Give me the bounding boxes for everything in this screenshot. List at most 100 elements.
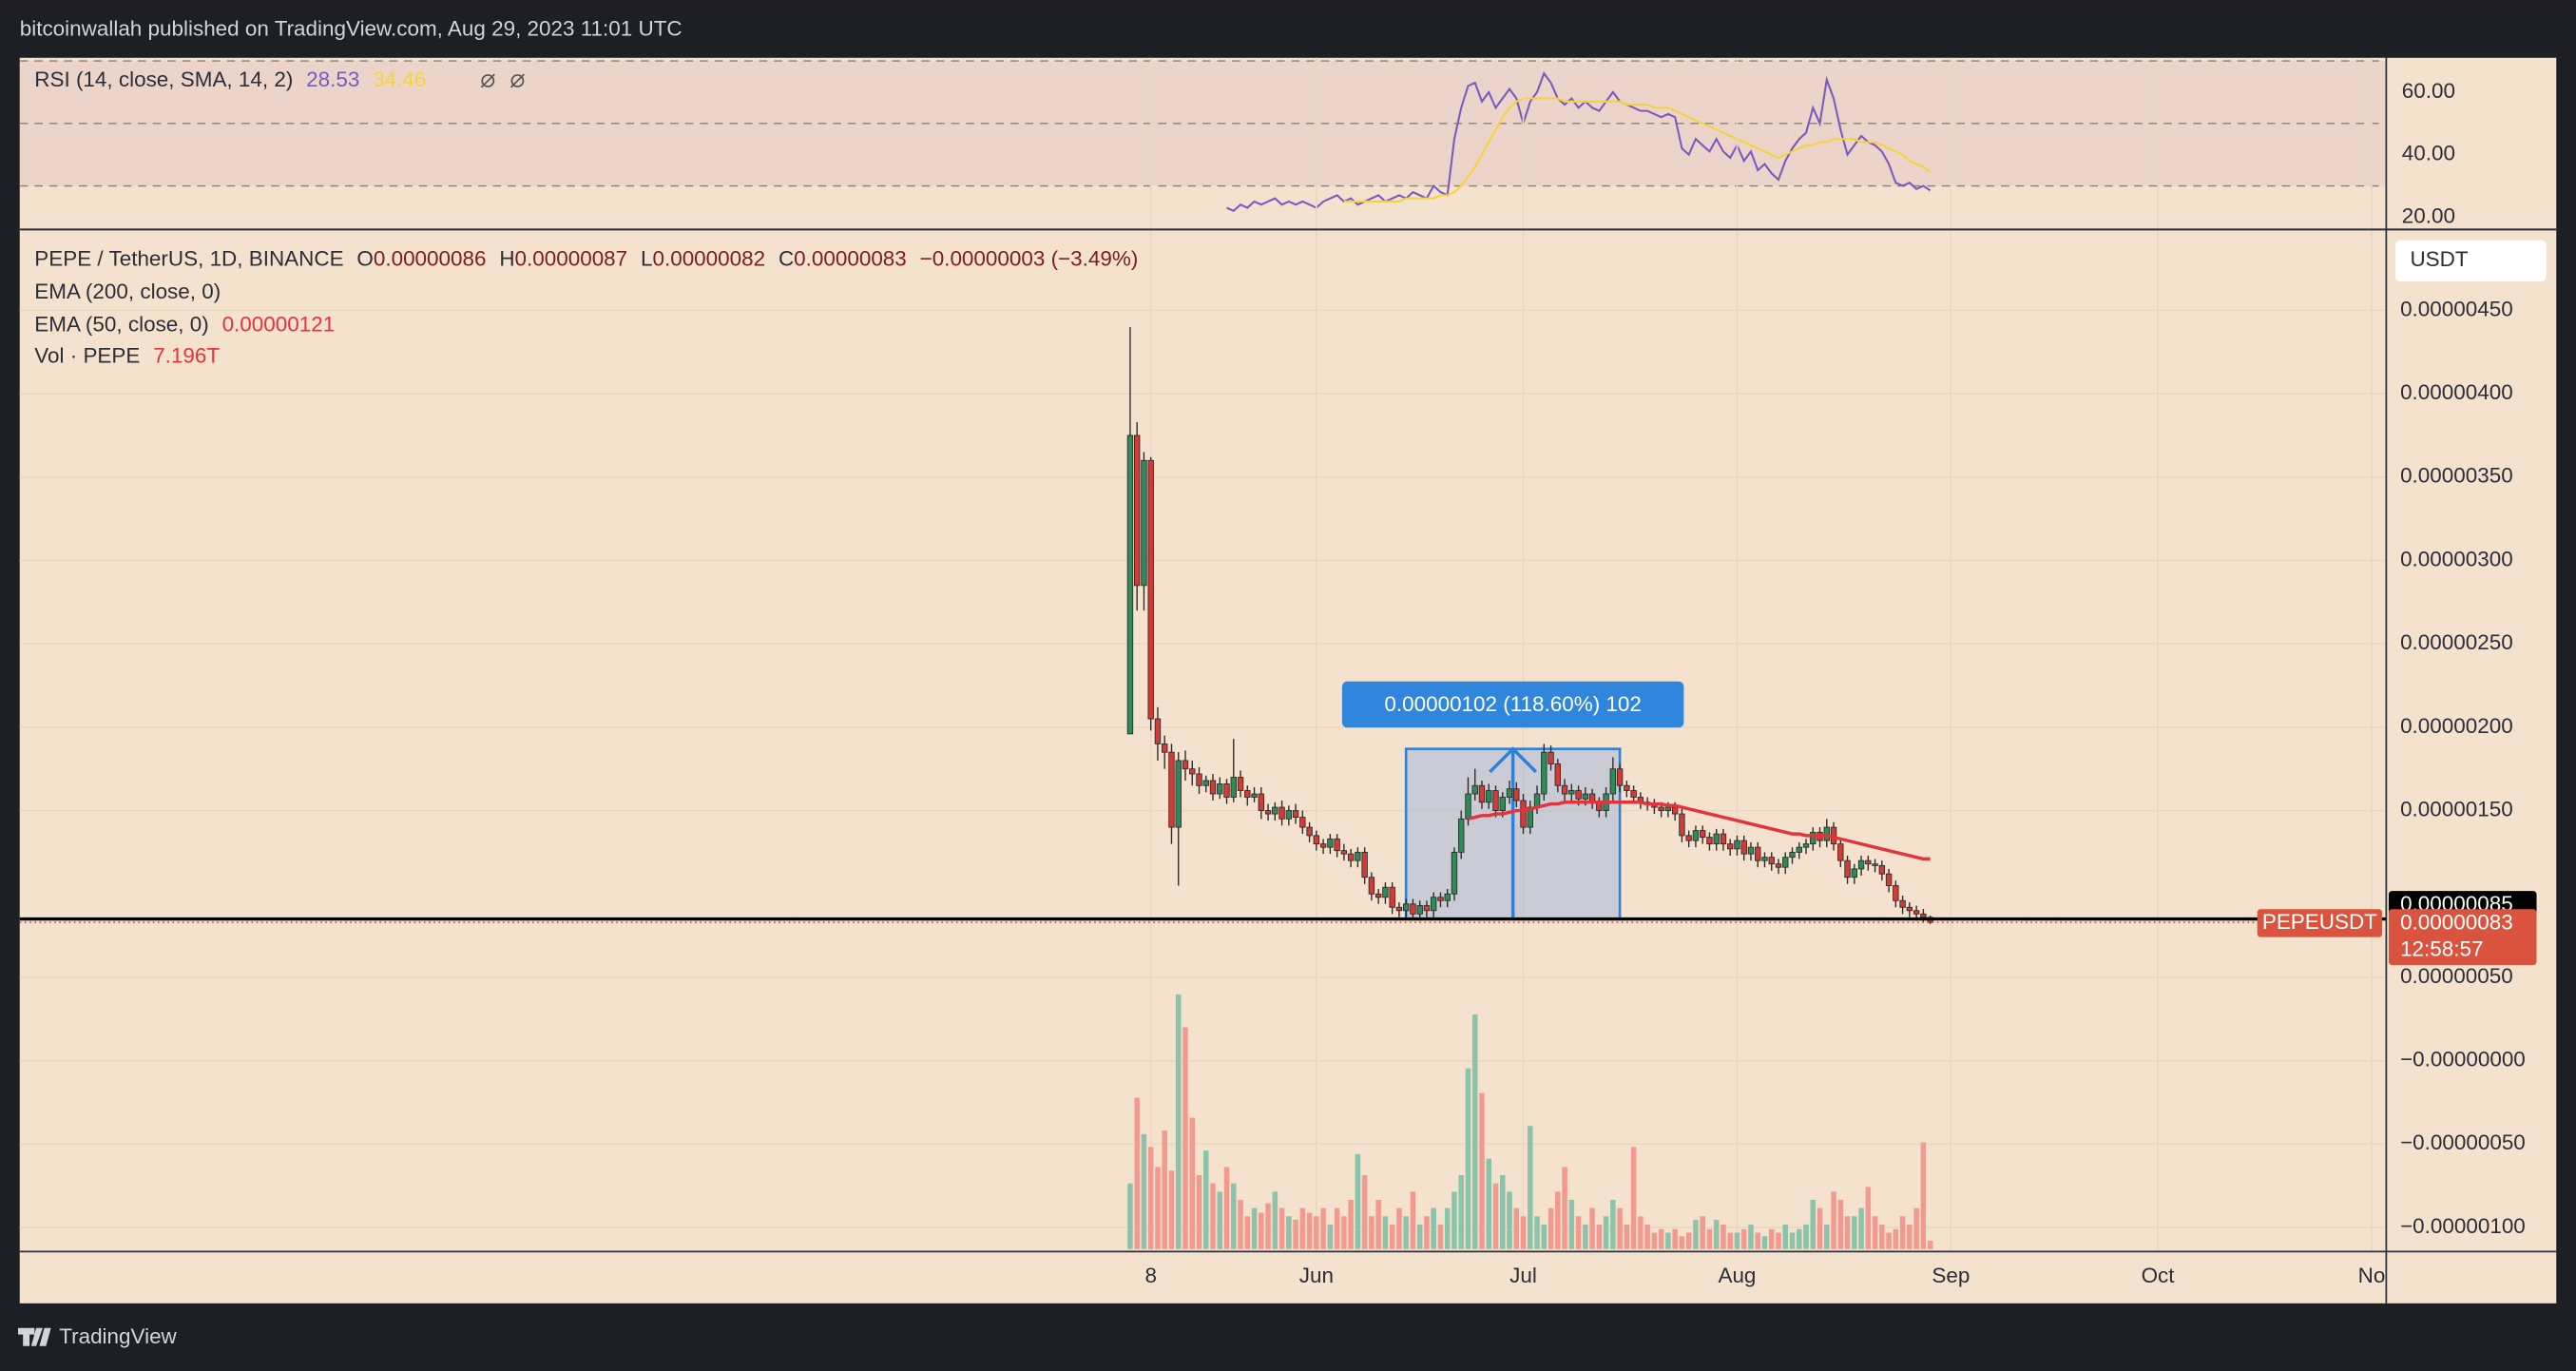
rsi-sma-value: 34.46 [373,68,426,91]
candle-body [1768,857,1775,865]
y-tick-label: 0.00000300 [2400,547,2513,570]
volume-bar [1424,1216,1430,1249]
candle-body [1431,897,1437,912]
volume-bar [1278,1207,1285,1249]
y-tick-label: −0.00000100 [2400,1214,2526,1238]
volume-bar [1437,1224,1444,1249]
candle-body [1486,790,1492,803]
candle-body [1775,863,1782,868]
candle-body [1478,784,1486,803]
candle-body [1685,835,1692,841]
rsi-value: 28.53 [306,68,359,91]
volume-bar [1844,1216,1851,1249]
currency-button[interactable] [2394,240,2547,281]
candle-body [1802,843,1810,848]
volume-bar [1134,1097,1140,1249]
x-tick-label: Oct [2142,1264,2176,1287]
candle-body [1664,806,1672,811]
volume-bar [1748,1224,1754,1249]
candle-body [1327,838,1334,848]
x-tick-label: No [2358,1264,2386,1287]
candle-body [1133,434,1141,587]
ohlc-value: 0.00000087 [515,246,628,270]
candle-body [1382,886,1389,898]
candle-body [1513,788,1520,801]
volume-bar [1416,1224,1423,1249]
volume-bar [1562,1167,1567,1249]
candle-body [1740,840,1747,855]
volume-bar [1410,1191,1416,1249]
volume-bar [1147,1147,1154,1249]
volume-bar [1361,1175,1368,1249]
ohlc-value: 0.00000086 [374,246,487,270]
candle-body [1299,817,1306,828]
currency-label[interactable]: USDT [2410,247,2468,271]
y-tick-label: 0.00000450 [2400,297,2513,320]
volume-bar [1259,1212,1264,1249]
volume-bar [1231,1183,1237,1249]
volume-bar [1899,1216,1906,1249]
candle-body [1272,806,1278,815]
candle-body [1699,830,1706,839]
candle-body [1906,906,1913,912]
candle-body [1624,784,1630,791]
candle-body [1175,760,1182,828]
volume-bar [1251,1207,1258,1249]
candle-body [1437,897,1444,901]
y-tick-label: 0.00000400 [2400,380,2513,404]
ohlc-key: C [779,246,794,270]
candle-body [1230,777,1237,798]
candle-body [1837,843,1844,861]
volume-bar [1824,1224,1830,1249]
candle-body [1520,800,1527,828]
ema50-title: EMA (50, close, 0) [34,312,208,336]
ema50-legend: EMA (50, close, 0) 0.00000121 [34,312,335,336]
volume-bar [1513,1207,1520,1249]
volume-bar [1913,1207,1919,1249]
volume-bar [1852,1216,1857,1249]
candle-body [1395,906,1403,912]
ohlc-value: 0.00000083 [794,246,907,270]
volume-bar [1202,1150,1209,1249]
volume-bar [1548,1207,1554,1249]
candle-body [1658,806,1664,811]
candle-body [1251,793,1258,798]
candle-body [1568,790,1575,795]
ema200-legend: EMA (200, close, 0) [34,280,221,303]
volume-bar [1831,1191,1836,1249]
ohlc-value: 0.00000082 [652,246,765,270]
volume-bar [1624,1224,1630,1249]
candle-body [1823,826,1830,841]
volume-bar [1528,1126,1533,1249]
volume-bar [1872,1216,1878,1249]
candle-body [1340,850,1348,855]
volume-bar [1162,1130,1167,1249]
volume-bar [1458,1175,1464,1249]
candle-body [1548,751,1554,764]
volume-bar [1713,1219,1720,1249]
volume-bar [1755,1232,1760,1249]
candle-body [1857,859,1865,870]
volume-bar [1893,1228,1899,1249]
volume-bar [1596,1224,1603,1249]
rsi-pane: 60.00 40.00 20.00 [19,60,2455,227]
candle-body [1671,806,1679,815]
candle-body [1616,768,1624,786]
volume-bar [1638,1216,1644,1249]
measure-label-box [1341,681,1684,728]
brand: TradingView [59,1324,177,1348]
candle-body [1168,751,1175,828]
candle-body [1162,743,1168,753]
volume-bar [1444,1207,1451,1249]
tradingview-logo [18,1327,51,1346]
volume-bar [1375,1199,1381,1249]
rsi-tick-label: 60.00 [2402,79,2455,103]
rsi-legend: RSI (14, close, SMA, 14, 2) 28.53 34.46 [34,68,426,91]
volume-bar [1348,1199,1354,1249]
rsi-title: RSI (14, close, SMA, 14, 2) [34,68,293,91]
volume-bar [1865,1187,1872,1249]
volume-bar [1389,1224,1395,1249]
candle-body [1893,885,1899,901]
measure-label: 0.00000102 (118.60%) 102 [1384,692,1642,716]
volume-bar [1507,1191,1512,1249]
